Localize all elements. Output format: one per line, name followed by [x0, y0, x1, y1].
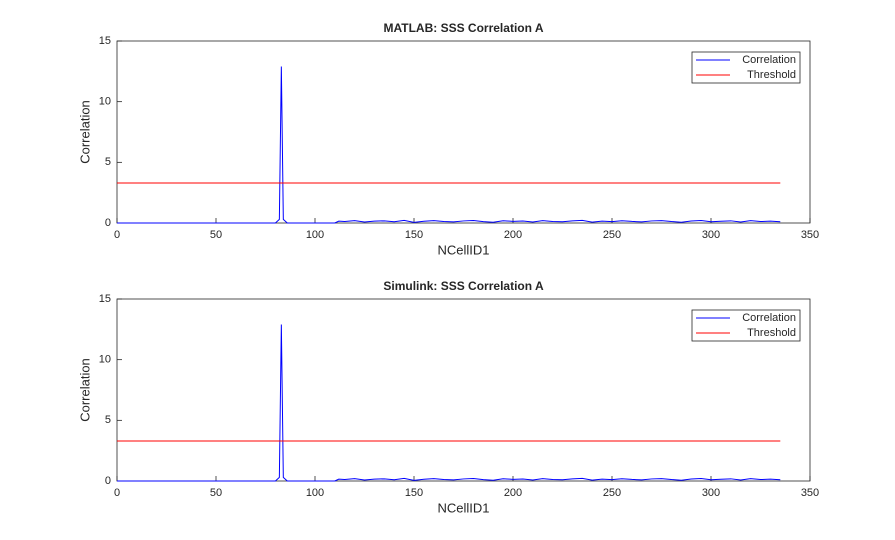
x-tick-label: 300: [702, 229, 720, 241]
legend-label: Correlation: [742, 54, 796, 66]
x-tick-label: 50: [210, 487, 222, 499]
x-tick-label: 250: [603, 229, 621, 241]
y-axis-label: Correlation: [77, 100, 92, 164]
x-tick-label: 200: [504, 487, 522, 499]
y-tick-label: 5: [105, 156, 111, 168]
y-tick-label: 5: [105, 414, 111, 426]
y-tick-label: 0: [105, 217, 111, 229]
x-tick-label: 300: [702, 487, 720, 499]
x-tick-label: 200: [504, 229, 522, 241]
legend-box: [691, 309, 801, 342]
y-tick-label: 15: [99, 293, 111, 305]
x-tick-label: 150: [405, 229, 423, 241]
x-axis-label: NCellID1: [437, 242, 489, 257]
x-tick-label: 100: [306, 487, 324, 499]
legend-box: [691, 51, 801, 84]
x-tick-label: 50: [210, 229, 222, 241]
x-tick-label: 0: [114, 229, 120, 241]
y-tick-label: 10: [99, 96, 111, 108]
y-axis-label: Correlation: [77, 358, 92, 422]
line-series: [117, 66, 781, 224]
x-axis-label: NCellID1: [437, 500, 489, 515]
legend-label: Correlation: [742, 312, 796, 324]
x-tick-label: 250: [603, 487, 621, 499]
y-tick-label: 15: [99, 35, 111, 47]
legend-label: Threshold: [747, 69, 796, 81]
x-tick-label: 0: [114, 487, 120, 499]
x-tick-label: 100: [306, 229, 324, 241]
x-tick-label: 350: [801, 487, 819, 499]
x-tick-label: 350: [801, 229, 819, 241]
y-tick-label: 10: [99, 354, 111, 366]
chart-title: Simulink: SSS Correlation A: [383, 279, 544, 293]
line-series: [117, 324, 781, 482]
y-tick-label: 0: [105, 475, 111, 487]
chart-title: MATLAB: SSS Correlation A: [383, 21, 543, 35]
x-tick-label: 150: [405, 487, 423, 499]
legend-label: Threshold: [747, 327, 796, 339]
